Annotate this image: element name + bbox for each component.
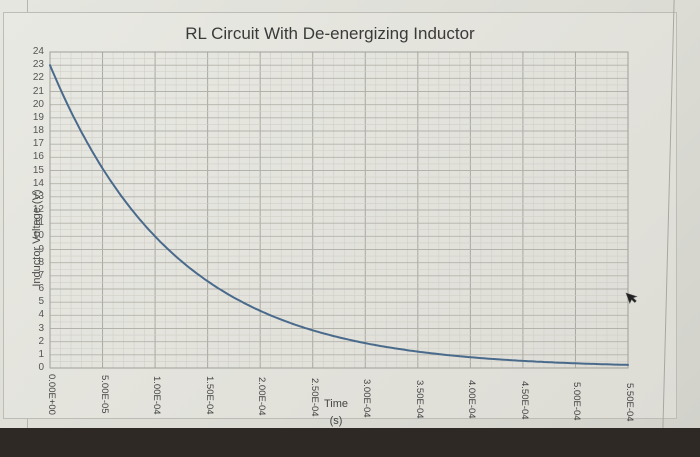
y-tick-label: 13 bbox=[32, 190, 44, 202]
y-tick-label: 5 bbox=[38, 296, 44, 308]
y-tick-label: 2 bbox=[38, 335, 44, 347]
y-tick-label: 10 bbox=[32, 230, 44, 242]
y-tick-label: 6 bbox=[38, 283, 44, 294]
y-tick-label: 15 bbox=[32, 164, 44, 176]
y-tick-label: 18 bbox=[32, 125, 44, 136]
gridlines bbox=[49, 51, 629, 369]
chart-title[interactable]: RL Circuit With De-energizing Inductor bbox=[185, 24, 475, 43]
y-tick-label: 14 bbox=[32, 177, 44, 189]
y-tick-label: 19 bbox=[32, 111, 44, 123]
y-tick-label: 0 bbox=[38, 362, 44, 373]
y-tick-label: 21 bbox=[32, 85, 44, 97]
y-tick-label: 4 bbox=[38, 309, 44, 321]
data-series-line[interactable] bbox=[49, 64, 629, 366]
y-tick-label: 24 bbox=[32, 46, 44, 57]
y-tick-label: 8 bbox=[38, 256, 44, 268]
y-tick-label: 7 bbox=[38, 269, 44, 281]
x-axis-title-line2: (s) bbox=[329, 415, 343, 427]
y-tick-label: 1 bbox=[38, 348, 44, 360]
y-tick-label: 22 bbox=[32, 72, 44, 84]
y-tick-label: 3 bbox=[38, 322, 44, 334]
x-axis-title[interactable]: Time (s) bbox=[324, 396, 348, 430]
sheet-bottom-shadow bbox=[0, 428, 700, 457]
y-tick-label: 20 bbox=[32, 98, 44, 110]
y-tick-label: 16 bbox=[32, 151, 44, 163]
mouse-cursor-icon bbox=[625, 292, 638, 304]
y-tick-label: 11 bbox=[33, 217, 44, 229]
y-tick-label: 12 bbox=[32, 204, 44, 215]
y-tick-label: 23 bbox=[32, 59, 44, 71]
y-tick-label: 17 bbox=[32, 138, 44, 150]
y-tick-label: 9 bbox=[38, 243, 44, 255]
x-axis-title-line1: Time bbox=[324, 398, 349, 410]
